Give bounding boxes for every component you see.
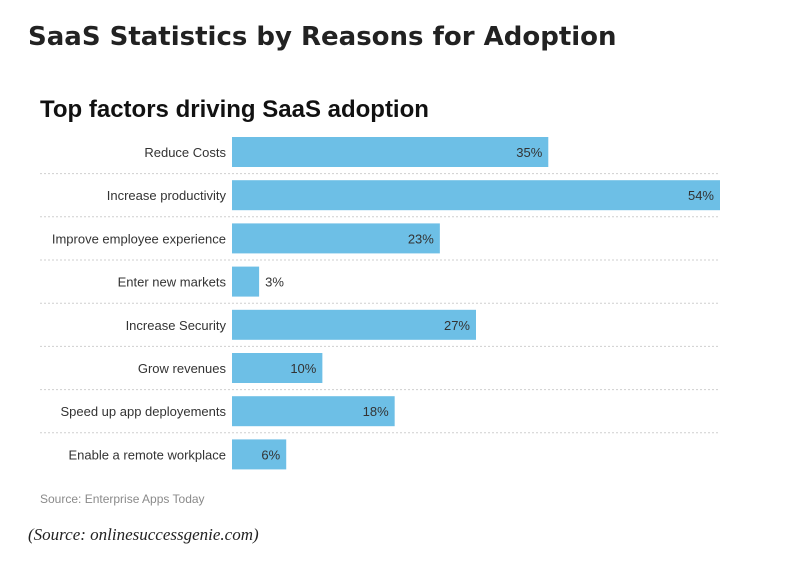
category-label: Increase productivity — [107, 188, 227, 203]
bar — [232, 353, 323, 383]
bar — [232, 180, 720, 211]
category-label: Improve employee experience — [52, 231, 226, 246]
category-label: Enable a remote workplace — [68, 447, 226, 462]
category-label: Grow revenues — [138, 361, 227, 376]
bar-chart: Top factors driving SaaS adoption Reduce… — [30, 86, 730, 516]
chart-title: Top factors driving SaaS adoption — [40, 96, 429, 123]
data-label: 3% — [265, 275, 284, 290]
page-source-caption: (Source: onlinesuccessgenie.com) — [28, 525, 259, 544]
data-label: 35% — [516, 145, 542, 160]
bar — [232, 439, 287, 470]
bar — [232, 137, 549, 167]
data-label: 10% — [290, 361, 316, 376]
category-label: Reduce Costs — [144, 145, 226, 160]
data-label: 6% — [261, 447, 280, 462]
bar — [232, 309, 476, 340]
data-label: 23% — [408, 231, 434, 246]
data-label: 27% — [444, 318, 470, 333]
category-label: Enter new markets — [118, 275, 227, 290]
data-label: 18% — [363, 404, 389, 419]
chart-source-note: Source: Enterprise Apps Today — [40, 492, 205, 506]
data-label: 54% — [688, 188, 714, 203]
category-label: Increase Security — [126, 318, 227, 333]
bar — [232, 266, 260, 297]
category-label: Speed up app deployements — [60, 404, 226, 419]
page-heading: SaaS Statistics by Reasons for Adoption — [28, 22, 617, 52]
chart-plot: Reduce Costs 35% Increase productivity 54% I… — [40, 137, 720, 470]
bar — [232, 223, 440, 254]
bar — [232, 396, 395, 427]
